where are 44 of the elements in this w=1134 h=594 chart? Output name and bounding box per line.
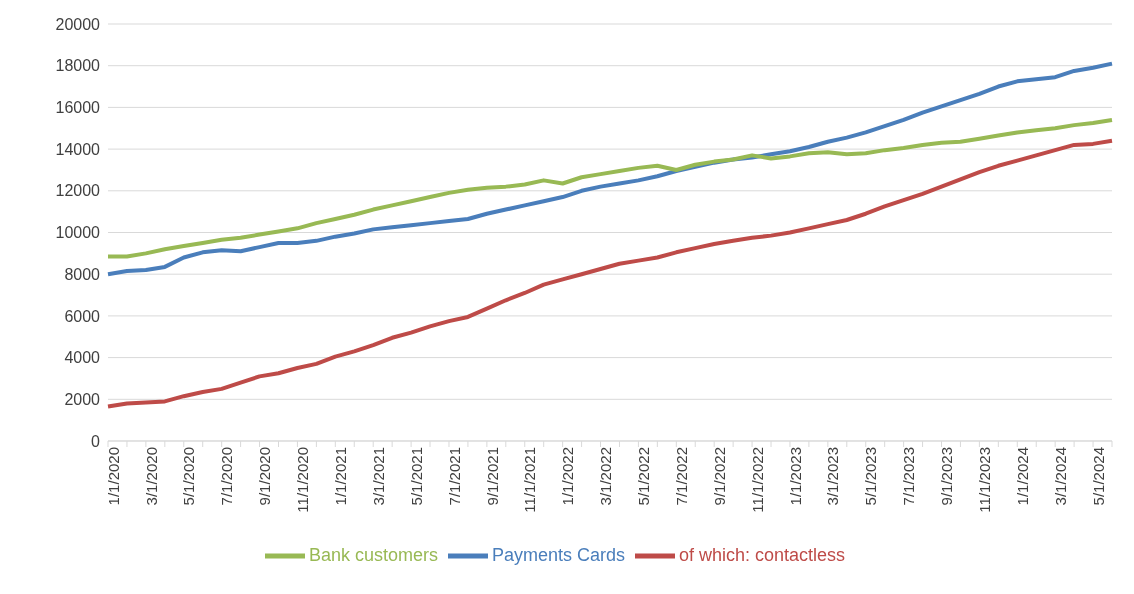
- x-tick-label: 7/1/2021: [445, 447, 463, 506]
- x-tick-label: 5/1/2023: [862, 447, 880, 506]
- x-tick-label: 1/1/2023: [786, 447, 804, 506]
- x-tick-label: 3/1/2020: [142, 447, 160, 506]
- line-series: [106, 61, 1114, 277]
- y-tick-label: 0: [91, 432, 101, 450]
- x-tick-label: 3/1/2024: [1051, 447, 1069, 506]
- x-tick-label: 3/1/2022: [597, 447, 615, 506]
- x-tick-label: 1/1/2024: [1013, 447, 1031, 506]
- y-tick-label: 6000: [64, 307, 101, 325]
- x-tick-label: 3/1/2023: [824, 447, 842, 506]
- x-tick-label: 11/1/2021: [521, 447, 539, 513]
- x-tick-label: 9/1/2020: [256, 447, 274, 506]
- legend-label: Payments Cards: [491, 544, 626, 565]
- y-tick-label: 20000: [55, 15, 101, 33]
- y-tick-label: 16000: [55, 99, 101, 117]
- y-tick-label: 10000: [55, 224, 101, 242]
- x-tick-label: 5/1/2021: [407, 447, 425, 506]
- x-tick-label: 7/1/2022: [672, 447, 690, 506]
- y-tick-label: 2000: [64, 390, 101, 408]
- y-tick-label: 4000: [64, 349, 101, 367]
- x-tick-label: 5/1/2020: [180, 447, 198, 506]
- x-tick-label: 11/1/2023: [976, 447, 994, 513]
- line-series: [106, 117, 1114, 259]
- x-tick-label: 11/1/2022: [748, 447, 766, 513]
- x-tick-label: 9/1/2021: [483, 447, 501, 506]
- legend-label: of which: contactless: [679, 544, 846, 565]
- x-tick-label: 1/1/2022: [559, 447, 577, 506]
- x-tick-label: 1/1/2020: [104, 447, 122, 506]
- y-tick-label: 8000: [64, 265, 101, 283]
- x-tick-label: 9/1/2023: [938, 447, 956, 506]
- x-tick-label: 7/1/2020: [218, 447, 236, 506]
- line-series: [106, 138, 1114, 409]
- y-tick-label: 12000: [55, 182, 101, 200]
- x-tick-label: 5/1/2022: [635, 447, 653, 506]
- legend-label: Bank customers: [308, 544, 438, 565]
- x-tick-label: 11/1/2020: [294, 447, 312, 513]
- x-tick-label: 3/1/2021: [369, 447, 387, 506]
- x-tick-label: 1/1/2021: [331, 447, 349, 506]
- y-tick-label: 18000: [55, 57, 101, 75]
- x-tick-label: 5/1/2024: [1089, 447, 1107, 506]
- y-tick-label: 14000: [55, 140, 101, 158]
- x-tick-label: 9/1/2022: [710, 447, 728, 506]
- x-tick-label: 7/1/2023: [900, 447, 918, 506]
